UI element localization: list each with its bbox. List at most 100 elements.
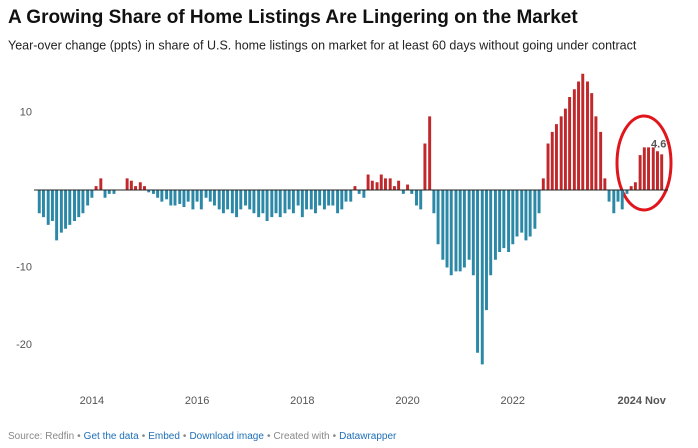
bar [270,190,274,218]
bar [151,190,155,194]
bar [458,190,462,272]
bar [129,180,133,190]
bar [37,190,41,214]
bar [134,186,138,190]
footer-link: Download image [189,431,264,442]
bar [419,190,423,210]
bar [449,190,453,276]
bar [283,190,287,214]
bar [524,190,528,241]
bar [226,190,230,210]
bar [349,190,353,202]
bar [274,190,278,214]
bar [528,190,532,237]
x-tick-label: 2020 [395,395,419,407]
bar [581,73,585,190]
bar [73,190,76,221]
bar [138,182,142,190]
footer-link: Get the data [84,431,139,442]
footer-separator: • [267,431,271,442]
bar [586,81,589,190]
bar [480,190,484,365]
bar [344,190,348,202]
footer-text: Source: Redfin [8,431,74,442]
bar [314,190,317,214]
bar [305,190,309,210]
bar [568,97,572,190]
y-tick-label: 10 [20,106,32,118]
bar [642,147,646,190]
bar [41,190,45,218]
bar [235,190,239,218]
bar [454,190,458,272]
bar [370,180,374,190]
bar [322,190,326,210]
bar [502,190,506,249]
bar [94,186,98,190]
bar [441,190,445,260]
bar [252,190,256,214]
x-tick-label: 2018 [290,395,314,407]
bar [291,190,295,214]
bar [577,81,581,190]
bar [55,190,59,241]
bar [81,190,85,214]
bar [462,190,466,268]
bar [173,190,177,206]
bar [143,186,146,190]
bar [603,178,607,190]
bar [50,190,54,221]
bar [336,190,340,214]
bar [165,190,169,200]
chart-title: A Growing Share of Home Listings Are Lin… [8,7,578,28]
bar [476,190,480,353]
bar [379,174,383,190]
bar [182,190,186,208]
bar [217,190,221,210]
bar [59,190,63,233]
bar [415,190,418,206]
bar [572,89,576,190]
bar [388,178,392,190]
bar [432,190,436,214]
bar [423,143,427,190]
bar [195,190,199,202]
bar [239,190,243,210]
bar [397,180,401,190]
bar [261,190,265,214]
footer-separator: • [333,431,337,442]
bar [406,184,410,190]
bar [599,131,603,190]
footer-text: Created with [273,431,329,442]
bar [436,190,440,245]
bar [309,190,313,210]
footer-separator: • [77,431,81,442]
bar [257,190,261,218]
bar [191,190,195,210]
bar [590,93,594,190]
bar [107,190,111,194]
bar [383,178,387,190]
bar [230,190,234,214]
bar [607,190,611,202]
bar [629,186,633,190]
bar [546,143,550,190]
bar [248,190,252,210]
bar [296,190,300,206]
bar [204,190,208,198]
bar [366,174,370,190]
bar [392,186,396,190]
bar [541,178,545,190]
bar [318,190,322,206]
bar [353,186,357,190]
bar [362,190,366,198]
bar [651,147,655,190]
bar [616,190,620,202]
bar [327,190,331,206]
bar [520,190,524,233]
bar [212,190,216,206]
bar [160,190,164,202]
footer: Source: Redfin • Get the data • Embed • Downlo… [8,431,397,442]
bar [633,182,637,190]
bar [331,190,335,206]
